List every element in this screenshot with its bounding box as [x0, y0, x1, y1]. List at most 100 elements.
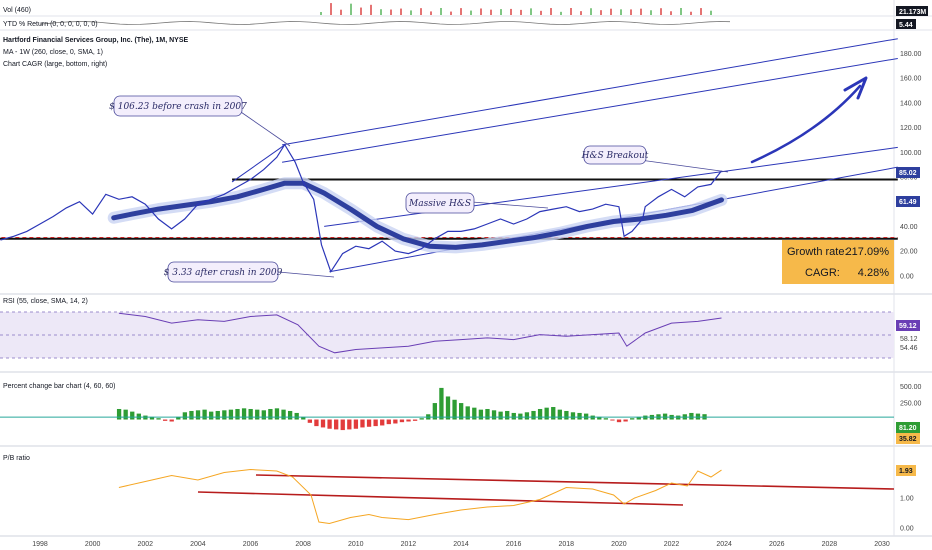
year-tick-label: 2004	[190, 541, 206, 548]
callout-2009-text: $ 3.33 after crash in 2009	[164, 268, 283, 278]
percent-bar	[511, 412, 516, 420]
symbol-title[interactable]: Hartford Financial Services Group, Inc. …	[3, 37, 188, 44]
rsi-label[interactable]: RSI (55, close, SMA, 14, 2)	[3, 298, 88, 305]
volume-bar	[530, 8, 532, 15]
volume-bar	[540, 10, 542, 15]
percent-bar	[583, 413, 589, 420]
percent-bar	[432, 403, 437, 420]
channel-upper-line	[281, 38, 898, 146]
percent-bar	[380, 419, 385, 426]
percent-bar	[695, 413, 701, 420]
year-tick-label: 2022	[664, 541, 680, 548]
pb-label[interactable]: P/B ratio	[3, 455, 30, 462]
callout-2009: $ 3.33 after crash in 2009	[164, 261, 335, 283]
volume-bar	[630, 9, 632, 15]
volume-bar	[380, 9, 382, 15]
percent-bar	[215, 410, 220, 420]
percent-bar	[320, 419, 326, 428]
rsi-low-value: 54.46	[900, 345, 918, 352]
percent-bar	[439, 387, 444, 420]
price-tick-label: 140.00	[900, 100, 922, 107]
volume-bar	[420, 8, 422, 15]
cagr-box-bg	[782, 240, 894, 284]
callout-hs-breakout: H&S Breakout	[581, 145, 729, 173]
growth-rate-label: Growth rate:	[787, 246, 848, 258]
percent-bar	[630, 418, 635, 420]
badge-rsi-text: 59.12	[899, 323, 917, 330]
percent-bar	[551, 407, 556, 420]
percent-bar	[689, 412, 694, 420]
badge-vol-text: 21.173M	[899, 9, 926, 16]
rsi-ma-value: 58.12	[900, 336, 918, 343]
percent-bar	[577, 412, 582, 420]
price-tick-label: 80.00	[900, 175, 918, 182]
percent-bar	[182, 412, 188, 420]
freehand-arrow	[750, 76, 868, 164]
percent-bar	[616, 419, 622, 423]
channel-upper-inner-line	[281, 57, 898, 163]
price-tick-label: 100.00	[900, 150, 922, 157]
percent-bar	[485, 408, 490, 420]
volume-bar	[480, 8, 482, 15]
volume-bar	[440, 8, 442, 15]
percent-bar	[195, 410, 201, 420]
badge-ma: 61.49	[896, 196, 920, 207]
year-tick-label: 2012	[401, 541, 417, 548]
cagr-indicator-label[interactable]: Chart CAGR (large, bottom, right)	[3, 61, 107, 68]
percent-bar	[662, 413, 668, 420]
badge-ytd-text: 5.44	[899, 22, 913, 29]
badge-pb-text: 1.93	[899, 468, 913, 475]
year-tick-label: 2006	[243, 541, 259, 548]
percent-bar	[623, 419, 628, 422]
percent-bar	[531, 410, 536, 420]
percent-bar	[399, 419, 405, 423]
percent-bar	[314, 419, 319, 427]
time-axis: 1998 2000 2002 2004 2006 2008 2010 2012 2014 2016…	[32, 541, 890, 548]
percent-bar	[537, 408, 543, 420]
volume-bar	[610, 8, 612, 15]
callout-2007: $ 106.23 before crash in 2007	[109, 95, 291, 147]
badge-vol: 21.173M	[896, 6, 928, 16]
ma-label[interactable]: MA - 1W (260, close, 0, SMA, 1)	[3, 49, 103, 56]
badge-rsi: 59.12	[896, 320, 920, 331]
badge-pct: 81.20	[896, 422, 920, 433]
badge-pct2: 35.82	[896, 433, 920, 444]
percent-bar	[202, 409, 207, 420]
volume-bar	[670, 11, 672, 15]
badge-pb: 1.93	[896, 465, 916, 476]
volume-bar	[660, 8, 662, 15]
year-tick-label: 2026	[769, 541, 785, 548]
percent-bar	[334, 419, 339, 430]
percent-bar	[366, 419, 372, 427]
price-tick-label: 120.00	[900, 125, 922, 132]
volume-bar	[500, 9, 502, 15]
percent-bar	[505, 410, 510, 420]
percent-bar	[597, 416, 602, 420]
volume-bar	[550, 8, 552, 15]
cagr-value: 4.28%	[858, 267, 889, 279]
percent-axis: 250.00 500.00	[900, 384, 922, 407]
percent-bar	[261, 410, 266, 420]
percent-bar	[294, 412, 299, 420]
percent-bar	[610, 419, 615, 421]
pb-ratio-line	[118, 468, 722, 525]
pb-lower-trendline	[197, 491, 684, 506]
badge-pct2-text: 35.82	[899, 436, 917, 443]
percent-bar	[373, 419, 378, 427]
volume-bar	[510, 8, 512, 15]
percent-change-label[interactable]: Percent change bar chart (4, 60, 60)	[3, 383, 115, 390]
volume-bar	[330, 3, 332, 15]
year-tick-label: 2008	[295, 541, 311, 548]
percent-bar	[228, 409, 234, 420]
year-tick-label: 2030	[874, 541, 890, 548]
percent-bar	[570, 412, 576, 420]
percent-bar	[301, 416, 306, 420]
year-tick-label: 2010	[348, 541, 364, 548]
percent-bar	[636, 416, 641, 420]
percent-bar	[340, 419, 345, 431]
percent-bar	[156, 418, 161, 420]
price-tick-label: 180.00	[900, 51, 922, 58]
callout-2007-text: $ 106.23 before crash in 2007	[109, 102, 247, 112]
volume-bar	[590, 8, 592, 15]
